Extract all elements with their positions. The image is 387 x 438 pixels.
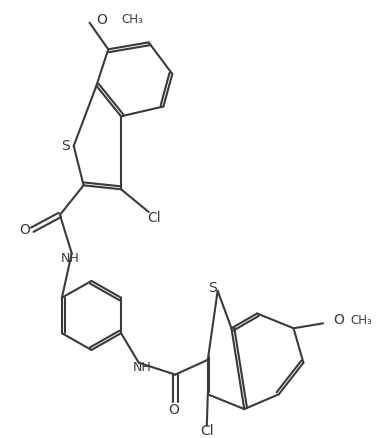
Text: NH: NH: [60, 252, 79, 265]
Text: S: S: [62, 139, 70, 153]
Text: O: O: [96, 13, 107, 27]
Text: O: O: [19, 223, 30, 237]
Text: NH: NH: [132, 361, 151, 374]
Text: CH₃: CH₃: [121, 13, 143, 26]
Text: O: O: [168, 403, 179, 417]
Text: Cl: Cl: [147, 211, 160, 225]
Text: Cl: Cl: [200, 424, 214, 438]
Text: CH₃: CH₃: [351, 314, 372, 327]
Text: O: O: [333, 313, 344, 327]
Text: S: S: [208, 281, 217, 295]
